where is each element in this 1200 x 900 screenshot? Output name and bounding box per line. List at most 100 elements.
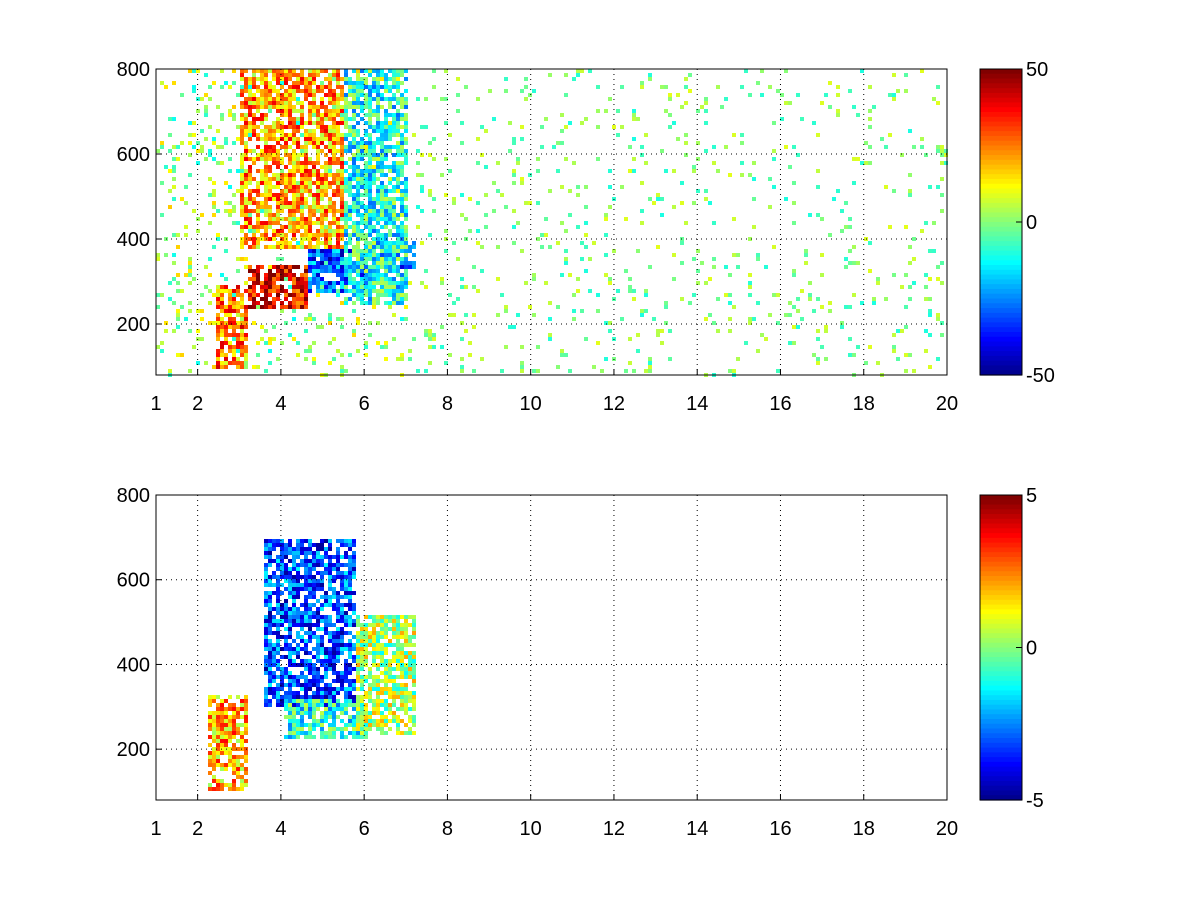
- heatmap-cell: [368, 615, 372, 619]
- heatmap-cells: [156, 69, 948, 377]
- heatmap-cell: [252, 209, 256, 213]
- heatmap-cell: [348, 145, 352, 149]
- heatmap-cell: [380, 137, 384, 141]
- heatmap-cell: [248, 293, 252, 297]
- heatmap-cell: [352, 125, 356, 129]
- heatmap-cell: [808, 293, 812, 297]
- heatmap-cell: [400, 647, 404, 651]
- heatmap-cell: [356, 205, 360, 209]
- heatmap-cell: [340, 257, 344, 261]
- heatmap-cell: [392, 161, 396, 165]
- heatmap-cell: [244, 157, 248, 161]
- heatmap-cell: [300, 707, 304, 711]
- heatmap-cell: [296, 683, 300, 687]
- heatmap-cell: [376, 233, 380, 237]
- heatmap-cell: [280, 173, 284, 177]
- heatmap-cell: [256, 277, 260, 281]
- heatmap-cell: [312, 699, 316, 703]
- heatmap-cell: [892, 349, 896, 353]
- heatmap-cell: [404, 305, 408, 309]
- heatmap-cell: [212, 699, 216, 703]
- heatmap-cell: [264, 213, 268, 217]
- heatmap-cell: [584, 205, 588, 209]
- heatmap-cell: [752, 161, 756, 165]
- heatmap-cell: [272, 177, 276, 181]
- colorbar-swatch: [980, 614, 1022, 620]
- heatmap-cell: [352, 719, 356, 723]
- heatmap-cell: [184, 185, 188, 189]
- heatmap-cell: [392, 699, 396, 703]
- heatmap-cell: [848, 337, 852, 341]
- heatmap-cell: [284, 305, 288, 309]
- heatmap-cell: [276, 643, 280, 647]
- heatmap-cell: [336, 161, 340, 165]
- heatmap-cell: [304, 623, 308, 627]
- heatmap-cell: [556, 365, 560, 369]
- heatmap-cell: [516, 313, 520, 317]
- heatmap-cell: [320, 691, 324, 695]
- heatmap-cell: [260, 97, 264, 101]
- heatmap-cell: [300, 675, 304, 679]
- heatmap-cell: [844, 305, 848, 309]
- heatmap-cell: [408, 655, 412, 659]
- heatmap-cell: [288, 571, 292, 575]
- heatmap-cell: [568, 189, 572, 193]
- heatmap-cell: [504, 305, 508, 309]
- heatmap-cell: [332, 265, 336, 269]
- heatmap-cell: [356, 317, 360, 321]
- heatmap-cell: [868, 345, 872, 349]
- heatmap-cell: [392, 687, 396, 691]
- heatmap-cell: [372, 177, 376, 181]
- heatmap-cell: [360, 623, 364, 627]
- heatmap-cell: [740, 141, 744, 145]
- heatmap-cell: [304, 81, 308, 85]
- heatmap-cell: [332, 719, 336, 723]
- heatmap-cell: [872, 297, 876, 301]
- heatmap-cell: [356, 731, 360, 735]
- heatmap-cell: [352, 269, 356, 273]
- heatmap-cell: [264, 197, 268, 201]
- heatmap-cell: [388, 695, 392, 699]
- heatmap-cell: [328, 539, 332, 543]
- heatmap-cell: [632, 117, 636, 121]
- heatmap-cell: [332, 249, 336, 253]
- heatmap-cell: [356, 189, 360, 193]
- heatmap-cell: [160, 181, 164, 185]
- heatmap-cell: [396, 691, 400, 695]
- heatmap-cell: [392, 69, 396, 73]
- heatmap-cell: [284, 639, 288, 643]
- heatmap-cell: [316, 177, 320, 181]
- heatmap-cell: [280, 93, 284, 97]
- heatmap-cell: [348, 583, 352, 587]
- heatmap-cell: [352, 209, 356, 213]
- heatmap-cell: [328, 691, 332, 695]
- heatmap-cell: [368, 727, 372, 731]
- heatmap-cell: [388, 169, 392, 173]
- heatmap-cell: [320, 181, 324, 185]
- heatmap-cell: [360, 69, 364, 73]
- heatmap-cell: [252, 293, 256, 297]
- heatmap-cell: [240, 125, 244, 129]
- heatmap-cell: [244, 89, 248, 93]
- heatmap-cell: [384, 261, 388, 265]
- heatmap-cell: [256, 89, 260, 93]
- colorbar-swatch: [980, 590, 1022, 596]
- heatmap-cell: [308, 711, 312, 715]
- heatmap-cell: [500, 193, 504, 197]
- heatmap-cell: [340, 555, 344, 559]
- heatmap-cell: [348, 93, 352, 97]
- heatmap-cell: [644, 309, 648, 313]
- heatmap-cell: [380, 77, 384, 81]
- heatmap-cell: [380, 181, 384, 185]
- heatmap-cell: [280, 583, 284, 587]
- heatmap-cell: [168, 169, 172, 173]
- heatmap-cell: [284, 571, 288, 575]
- heatmap-cell: [276, 647, 280, 651]
- heatmap-cell: [216, 321, 220, 325]
- heatmap-cell: [348, 647, 352, 651]
- heatmap-cell: [284, 165, 288, 169]
- heatmap-cell: [268, 675, 272, 679]
- heatmap-cell: [356, 667, 360, 671]
- heatmap-cell: [252, 125, 256, 129]
- heatmap-cell: [324, 555, 328, 559]
